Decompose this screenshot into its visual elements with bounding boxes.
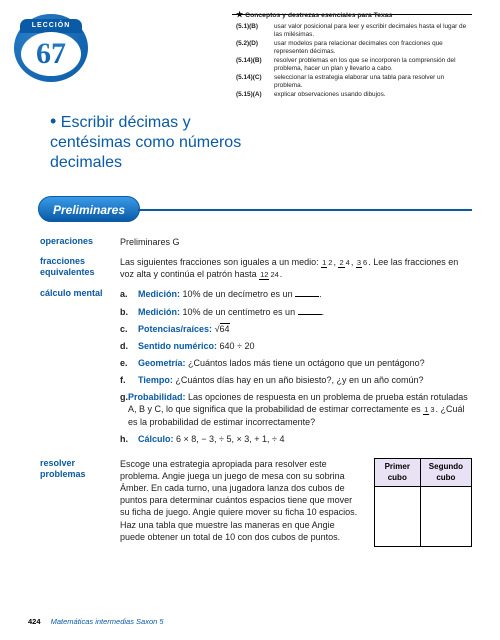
std-code: (5.14)(B) [236, 57, 274, 73]
standards-block: ★Conceptos y destrezas esenciales para T… [236, 10, 472, 100]
fraction: 36 [356, 259, 368, 267]
book-title: Matemáticas intermedias Saxon 5 [51, 617, 164, 626]
lesson-badge: LECCIÓN 67 [14, 14, 88, 82]
sqrt-icon: 64 [215, 323, 230, 335]
section-operaciones: operaciones Preliminares G [40, 236, 472, 248]
std-text: usar modelos para relacionar decimales c… [274, 40, 472, 56]
preliminares-line [138, 209, 472, 211]
label-operaciones: operaciones [40, 236, 120, 248]
section-mental: cálculo mental a.Medición: 10% de un dec… [40, 288, 472, 449]
badge-ribbon: LECCIÓN [20, 19, 82, 33]
mental-item: h.Cálculo: 6 × 8, − 3, ÷ 5, × 3, + 1, ÷ … [120, 433, 472, 445]
mental-item: f.Tiempo: ¿Cuántos días hay en un año bi… [120, 374, 472, 386]
section-resolver: resolver problemas Escoge una estrategia… [40, 458, 472, 543]
mental-item: a.Medición: 10% de un decímetro es un . [120, 288, 472, 300]
lesson-title: • Escribir décimas y centésimas como núm… [50, 110, 270, 173]
resolver-text: Escoge una estrategia apropiada para res… [120, 458, 360, 543]
body-fracciones: Las siguientes fracciones son iguales a … [120, 256, 472, 280]
content: operaciones Preliminares G fracciones eq… [40, 236, 472, 551]
blank [295, 290, 319, 297]
std-code: (5.2)(D) [236, 40, 274, 56]
std-code: (5.1)(B) [236, 23, 274, 39]
body-resolver: Escoge una estrategia apropiada para res… [120, 458, 472, 543]
mental-item: d.Sentido numérico: 640 ÷ 20 [120, 340, 472, 352]
title-text: Escribir décimas y centésimas como númer… [50, 114, 241, 171]
std-text: usar valor posicional para leer y escrib… [274, 23, 472, 39]
th-primer: Primer cubo [374, 458, 420, 487]
label-mental: cálculo mental [40, 288, 120, 449]
fraction: 12 [321, 259, 333, 267]
blank [298, 308, 322, 315]
footer: 424 Matemáticas intermedias Saxon 5 [28, 617, 164, 626]
mental-item: g.Probabilidad: Las opciones de respuest… [120, 391, 472, 427]
mental-item: b.Medición: 10% de un centímetro es un . [120, 306, 472, 318]
std-text: resolver problemas en los que se incorpo… [274, 57, 472, 73]
std-text: explicar observaciones usando dibujos. [274, 91, 472, 99]
body-mental: a.Medición: 10% de un decímetro es un . … [120, 288, 472, 449]
mental-item: c.Potencias/raíces: 64 [120, 323, 472, 335]
fraction: 13 [423, 406, 435, 414]
page-number: 424 [28, 617, 41, 626]
fraction: 24 [338, 259, 350, 267]
preliminares-pill: Preliminares [38, 196, 140, 222]
body-operaciones: Preliminares G [120, 236, 472, 248]
standards-header: Conceptos y destrezas esenciales para Te… [245, 12, 392, 19]
badge-number: 67 [36, 37, 66, 71]
label-fracciones: fracciones equivalentes [40, 256, 120, 280]
table-cell [374, 487, 420, 547]
star-icon: ★ [236, 10, 243, 19]
std-text: seleccionar la estrategia elaborar una t… [274, 74, 472, 90]
th-segundo: Segundo cubo [420, 458, 471, 487]
std-code: (5.14)(C) [236, 74, 274, 90]
dice-table: Primer cuboSegundo cubo [374, 458, 472, 548]
mental-item: e.Geometría: ¿Cuántos lados más tiene un… [120, 357, 472, 369]
section-fracciones: fracciones equivalentes Las siguientes f… [40, 256, 472, 280]
std-code: (5.15)(A) [236, 91, 274, 99]
table-cell [420, 487, 471, 547]
fraction: 1224 [259, 271, 280, 279]
label-resolver: resolver problemas [40, 458, 120, 543]
